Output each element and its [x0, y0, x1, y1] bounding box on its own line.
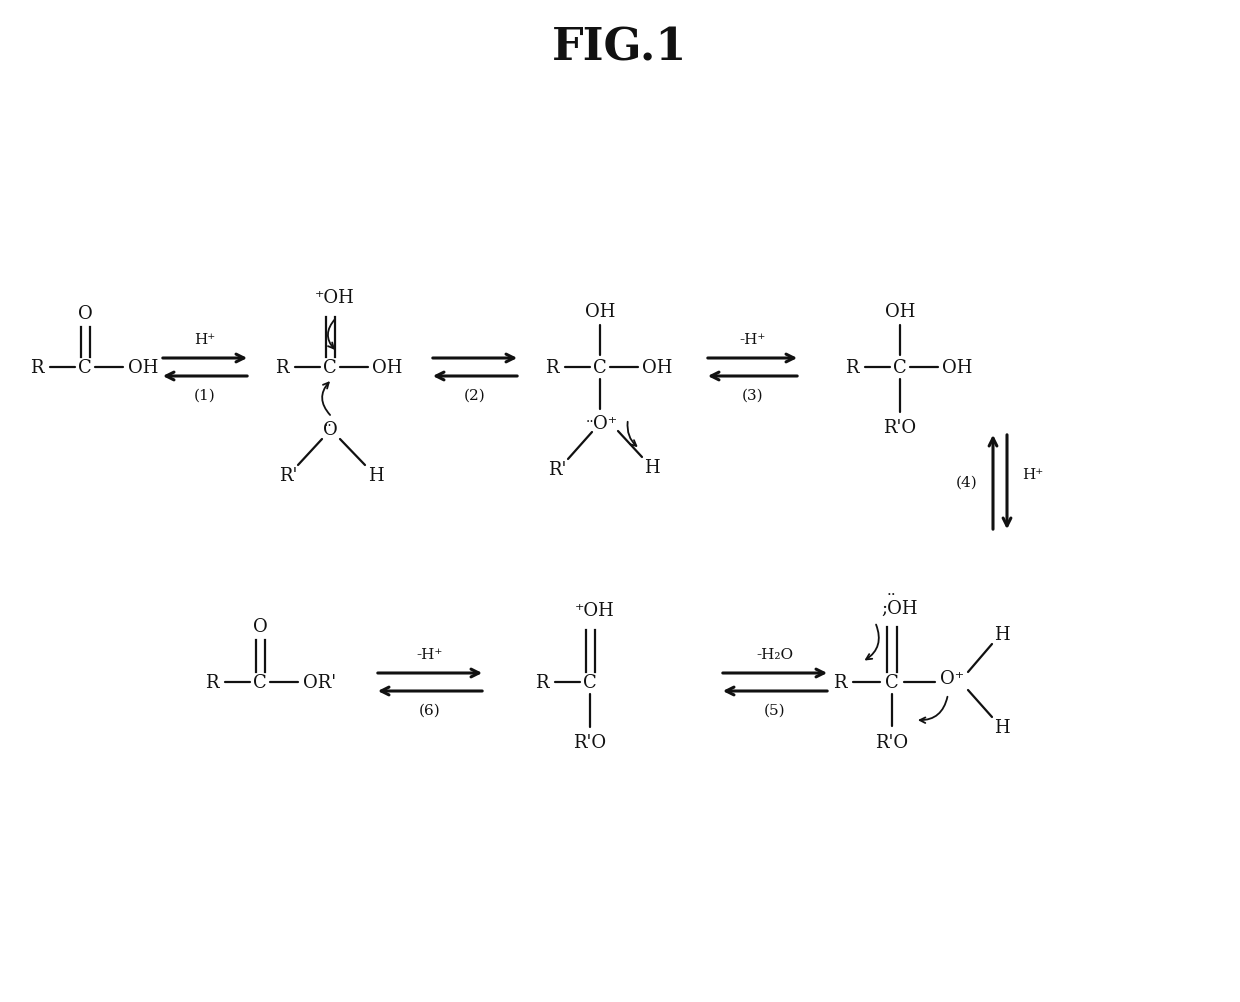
Text: O⁺: O⁺: [593, 415, 618, 433]
Text: H⁺: H⁺: [195, 333, 216, 347]
Text: ··: ··: [324, 419, 332, 433]
Text: O: O: [322, 421, 337, 439]
Text: O: O: [253, 617, 268, 635]
Text: OH: OH: [942, 359, 972, 377]
Text: H⁺: H⁺: [1022, 468, 1043, 482]
Text: O: O: [78, 305, 92, 323]
Text: (5): (5): [764, 703, 786, 717]
Text: OH: OH: [642, 359, 672, 377]
Text: ··: ··: [887, 587, 897, 601]
Text: H: H: [368, 467, 384, 485]
Text: (3): (3): [742, 389, 764, 403]
Text: R: R: [206, 673, 218, 691]
Text: R': R': [279, 467, 298, 485]
Text: C: C: [78, 359, 92, 377]
Text: H: H: [994, 718, 1009, 736]
Text: -H⁺: -H⁺: [739, 333, 765, 347]
Text: ··: ··: [585, 415, 594, 429]
Text: R: R: [546, 359, 559, 377]
Text: (2): (2): [464, 389, 486, 403]
Text: (1): (1): [195, 389, 216, 403]
Text: OH: OH: [585, 303, 615, 321]
Text: C: C: [885, 673, 899, 691]
Text: R': R': [548, 461, 567, 479]
Text: C: C: [253, 673, 267, 691]
Text: FIG.1: FIG.1: [552, 26, 688, 69]
Text: R: R: [536, 673, 549, 691]
Text: OR': OR': [304, 673, 336, 691]
Text: (6): (6): [419, 703, 441, 717]
Text: R: R: [846, 359, 859, 377]
Text: ⁺OH: ⁺OH: [315, 289, 355, 307]
Text: H: H: [994, 625, 1009, 643]
Text: R: R: [30, 359, 43, 377]
Text: C: C: [324, 359, 337, 377]
Text: OH: OH: [885, 303, 915, 321]
Text: R'O: R'O: [883, 419, 916, 437]
Text: OH: OH: [128, 359, 159, 377]
Text: R: R: [275, 359, 289, 377]
Text: R'O: R'O: [875, 733, 909, 752]
Text: R'O: R'O: [573, 733, 606, 752]
Text: -H⁺: -H⁺: [417, 647, 443, 661]
Text: C: C: [893, 359, 906, 377]
Text: ⁺OH: ⁺OH: [575, 601, 615, 619]
Text: C: C: [583, 673, 596, 691]
Text: (4): (4): [956, 476, 978, 490]
Text: ;OH: ;OH: [882, 599, 919, 617]
Text: -H₂O: -H₂O: [756, 647, 794, 661]
Text: O⁺: O⁺: [940, 669, 963, 687]
Text: C: C: [593, 359, 606, 377]
Text: H: H: [645, 459, 660, 477]
Text: OH: OH: [372, 359, 402, 377]
Text: R: R: [833, 673, 847, 691]
